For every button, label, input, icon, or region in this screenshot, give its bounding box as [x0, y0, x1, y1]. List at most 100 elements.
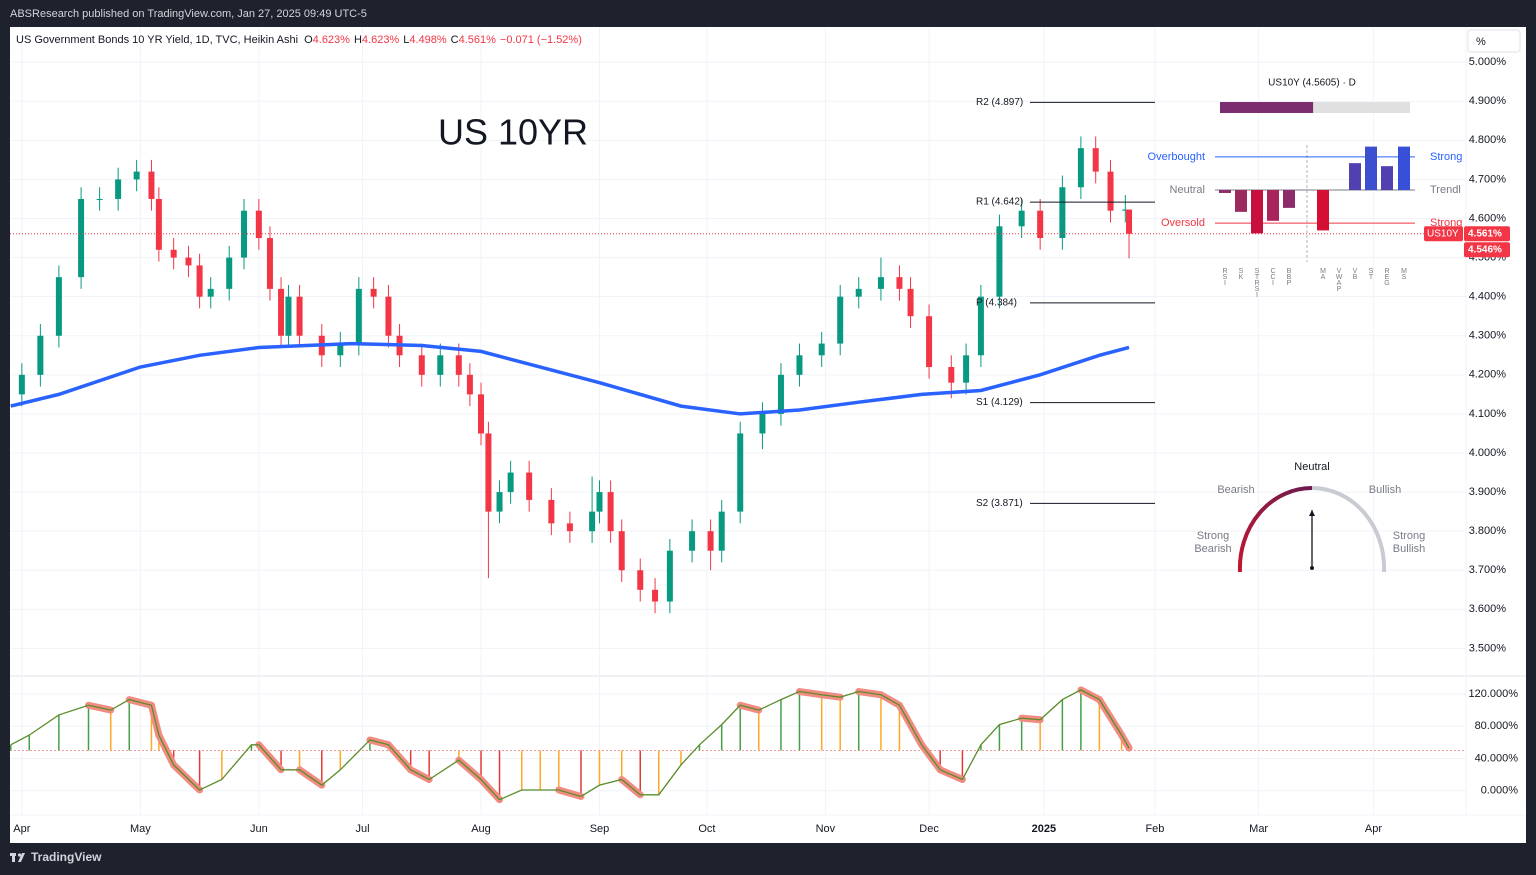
candle-body	[718, 511, 725, 551]
candle-body	[278, 288, 285, 336]
indicator-name: VWAP	[1335, 268, 1343, 292]
y-tick-label: 5.000%	[1469, 56, 1507, 68]
ohlc-value: 4.623%	[362, 34, 400, 46]
footer-logo	[10, 853, 25, 862]
oscillator-pane	[10, 686, 1466, 804]
indicator-bar	[1381, 166, 1393, 190]
candle-body	[877, 277, 884, 289]
progress-track	[1220, 102, 1410, 113]
candle-body	[185, 257, 192, 266]
y-tick-label: 3.700%	[1469, 564, 1507, 576]
x-tick-label: Aug	[471, 823, 491, 835]
candle-body	[926, 316, 933, 368]
candle-body	[296, 296, 303, 336]
y-tick-label: 120.000%	[1468, 688, 1518, 700]
x-tick-label: Nov	[816, 823, 836, 835]
candle-body	[285, 296, 292, 336]
y-tick-label: 4.700%	[1469, 173, 1507, 185]
candle-body	[255, 210, 262, 239]
candle-body	[796, 355, 803, 375]
gauge-label: Strong Bearish	[1194, 530, 1232, 555]
overlay: Apr May Jun Jul Aug Sep Oct Nov Dec 2025 Feb Mar Apr…	[13, 56, 1518, 835]
price-label: 4.561%	[1468, 228, 1502, 239]
x-tick-label: Feb	[1145, 823, 1164, 835]
candle-body	[355, 288, 362, 344]
indicator-name: REG	[1384, 268, 1391, 286]
x-tick-label: Jun	[250, 823, 268, 835]
candle-body	[737, 433, 744, 512]
symbol-box	[1424, 226, 1463, 242]
candle-body	[96, 198, 103, 200]
candle-body	[496, 492, 503, 512]
candle-body	[607, 492, 614, 532]
candle-body	[78, 198, 85, 278]
gauge-arc-bullish	[1311, 485, 1387, 573]
progress-fill	[1220, 102, 1314, 113]
candle-body	[548, 499, 555, 524]
candle-body	[478, 394, 485, 434]
candle-body	[996, 226, 1003, 297]
gauge-needle-head	[1309, 510, 1315, 516]
price-label: 4.546%	[1468, 244, 1502, 255]
candle-body	[963, 355, 970, 383]
pivot-label: R2 (4.897)	[976, 97, 1023, 108]
price-label-box	[1464, 242, 1510, 258]
candle-body	[1037, 210, 1044, 239]
y-tick-label: 4.000%	[1469, 447, 1507, 459]
ohlc-label: C	[451, 34, 459, 46]
legend: US Government Bonds 10 YR Yield, 1D, TVC…	[16, 34, 582, 46]
y-tick-label: 4.600%	[1469, 212, 1507, 224]
candle-body	[566, 523, 573, 532]
candle-body	[777, 374, 784, 414]
indicator-name: SK	[1238, 268, 1245, 280]
x-tick-label: Jul	[355, 823, 369, 835]
level-right-label: Trendl	[1430, 184, 1461, 196]
candle-body	[418, 355, 425, 375]
indicator-bar	[1349, 163, 1361, 190]
pivot-label: S1 (4.129)	[976, 397, 1023, 408]
candle-body	[1107, 171, 1114, 211]
symbol-title: US Government Bonds 10 YR Yield, 1D, TVC…	[16, 34, 298, 46]
annotation: US 10YR	[438, 112, 588, 153]
level-label: Overbought	[1148, 151, 1205, 163]
candle-body	[370, 288, 377, 297]
moving-average	[10, 341, 1130, 416]
candle-body	[837, 296, 844, 344]
ohlc-value: 4.498%	[409, 34, 447, 46]
pivot-label: P (4.384)	[976, 298, 1017, 309]
candle-body	[466, 374, 473, 395]
candle-body	[589, 511, 596, 532]
candle-body	[148, 171, 155, 199]
candle-body	[1126, 209, 1133, 234]
x-tick-label: Sep	[590, 823, 610, 835]
pivot-label: S2 (3.871)	[976, 498, 1023, 509]
candle-body	[1018, 210, 1025, 227]
candle-body	[37, 335, 44, 375]
candle-body	[385, 296, 392, 336]
candle-body	[1122, 209, 1129, 211]
level-label: Neutral	[1170, 184, 1205, 196]
ohlc-label: L	[403, 34, 409, 46]
x-tick-label: 2025	[1032, 823, 1056, 835]
indicator-name: VB	[1352, 268, 1359, 280]
y-tick-label: 3.800%	[1469, 525, 1507, 537]
candle-body	[133, 171, 140, 180]
candle-body	[196, 265, 203, 297]
x-tick-label: May	[130, 823, 151, 835]
candle-body	[507, 472, 514, 493]
gauge-arc-bearish	[1237, 485, 1313, 573]
candle-body	[907, 288, 914, 317]
ohlc-value: 4.561%	[459, 34, 497, 46]
candle-body	[596, 492, 603, 512]
unit-button[interactable]	[1467, 29, 1521, 53]
candle-body	[526, 472, 533, 500]
candle-body	[637, 570, 644, 590]
pivot-label: R1 (4.642)	[976, 197, 1023, 208]
unit-button-label[interactable]: %	[1476, 36, 1486, 48]
candle-body	[485, 433, 492, 512]
indicator-name: MS	[1400, 268, 1407, 280]
x-tick-label: Oct	[698, 823, 715, 835]
candle-body	[337, 343, 344, 356]
symbol-label: US10Y	[1427, 228, 1459, 239]
price-pane	[10, 101, 1466, 614]
